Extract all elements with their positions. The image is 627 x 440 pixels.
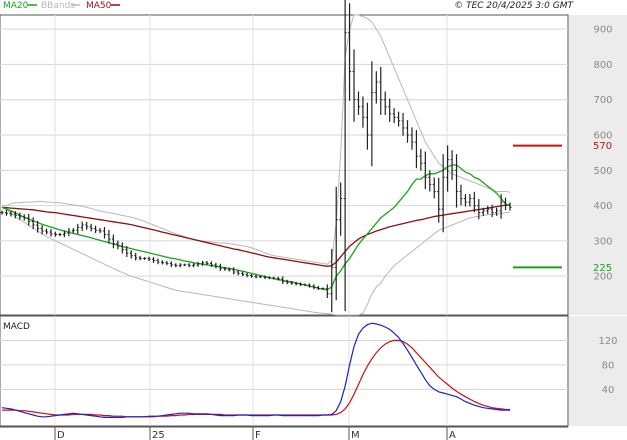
- price-bars: [0, 0, 512, 313]
- reference-line-label: 570: [593, 141, 612, 152]
- macd-signal-line: [2, 339, 510, 418]
- legend-label-ma20: MA20: [3, 1, 29, 11]
- price-y-tick-label: 800: [593, 60, 612, 71]
- price-x-gridlines: [54, 15, 448, 315]
- reference-lines: 570 225: [513, 141, 612, 274]
- price-y-tick-label: 900: [593, 25, 612, 36]
- price-y-ticks: 200 300 400 500 600 700 800 900: [593, 25, 612, 283]
- price-y-tick-label: 700: [593, 95, 612, 106]
- price-axis-band: [569, 15, 627, 315]
- price-y-tick-label: 300: [593, 236, 612, 247]
- x-tick-label: F: [255, 430, 261, 440]
- legend-label-ma50: MA50: [86, 1, 112, 11]
- price-y-tick-label: 500: [593, 166, 612, 177]
- price-panel-frame: [0, 14, 569, 316]
- reference-line-label: 225: [593, 263, 612, 274]
- x-tick-label: M: [351, 430, 360, 440]
- macd-panel-frame: [0, 315, 569, 427]
- ma50-line: [1, 203, 511, 267]
- macd-axis-band: [569, 316, 627, 426]
- source-text: © TEC 20/4/2025 3:0 GMT: [454, 1, 574, 11]
- macd-x-gridlines: [54, 316, 448, 426]
- x-tick-label: 25: [152, 430, 165, 440]
- bbands-lower-line: [1, 206, 511, 316]
- macd-y-tick-label: 40: [602, 385, 615, 396]
- bbands-upper-line: [2, 14, 511, 265]
- macd-title: MACD: [3, 322, 30, 332]
- x-axis: D 25 F M A: [0, 426, 568, 440]
- macd-y-ticks: 40 80 120: [598, 336, 617, 396]
- x-tick-label: D: [57, 430, 65, 440]
- header-legend: MA20 BBands MA50: [3, 1, 120, 11]
- macd-gridlines: [0, 339, 568, 390]
- price-panel: 200 300 400 500 600 700 800 900 570 225: [0, 0, 627, 316]
- x-axis-ticks: D 25 F M A: [54, 427, 456, 440]
- legend-label-bbands: BBands: [41, 1, 75, 11]
- price-y-tick-label: 200: [593, 272, 612, 283]
- macd-y-tick-label: 80: [602, 360, 615, 371]
- macd-y-tick-label: 120: [598, 336, 617, 347]
- price-gridlines: [0, 28, 568, 277]
- x-tick-label: A: [449, 430, 456, 440]
- macd-panel: MACD 40 80 120: [0, 315, 627, 427]
- price-y-tick-label: 400: [593, 201, 612, 212]
- macd-line: [1, 322, 510, 418]
- price-y-tick-label: 600: [593, 131, 612, 142]
